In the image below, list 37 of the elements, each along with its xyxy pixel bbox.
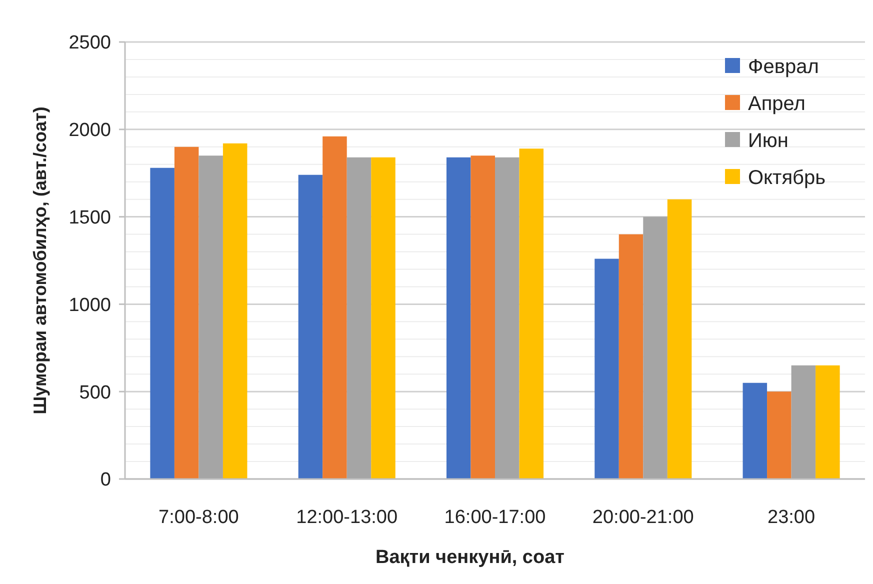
bar <box>222 143 248 479</box>
bar <box>150 168 174 479</box>
bar <box>495 157 520 479</box>
bar <box>198 156 223 479</box>
legend-label: Феврал <box>748 56 819 78</box>
y-tick-label: 1500 <box>68 207 111 228</box>
bar <box>322 136 347 479</box>
bar <box>174 146 199 479</box>
x-tick-label: 7:00-8:00 <box>158 507 239 528</box>
bar <box>470 156 495 479</box>
x-tick-label: 23:00 <box>768 507 816 528</box>
legend-label: Апрел <box>748 93 806 115</box>
y-tick-label: 2000 <box>68 120 111 142</box>
bar <box>371 157 396 479</box>
bar <box>618 234 644 479</box>
bar <box>767 392 792 479</box>
y-tick-label: 0 <box>100 470 111 491</box>
legend-label: Июн <box>748 130 788 152</box>
bar <box>643 216 668 479</box>
bar <box>346 157 372 479</box>
x-tick-label: 12:00-13:00 <box>296 507 398 528</box>
bar <box>742 382 768 479</box>
bar <box>791 365 816 479</box>
bar <box>594 258 619 479</box>
x-tick-label: 20:00-21:00 <box>592 507 694 528</box>
x-tick-label: 16:00-17:00 <box>444 507 546 528</box>
bar <box>816 365 840 479</box>
bar <box>667 199 692 479</box>
y-tick-label: 1000 <box>68 294 111 316</box>
legend-label: Октябрь <box>748 167 826 189</box>
bar <box>519 148 544 479</box>
bar <box>446 157 471 479</box>
y-tick-label: 500 <box>79 382 111 404</box>
bar <box>298 174 323 479</box>
y-axis-title: Шумораи автомобилҳо, (авт./соат) <box>30 106 50 414</box>
x-axis-title: Вақти ченкунӣ, соат <box>376 547 564 568</box>
y-tick-label: 2500 <box>68 32 111 54</box>
